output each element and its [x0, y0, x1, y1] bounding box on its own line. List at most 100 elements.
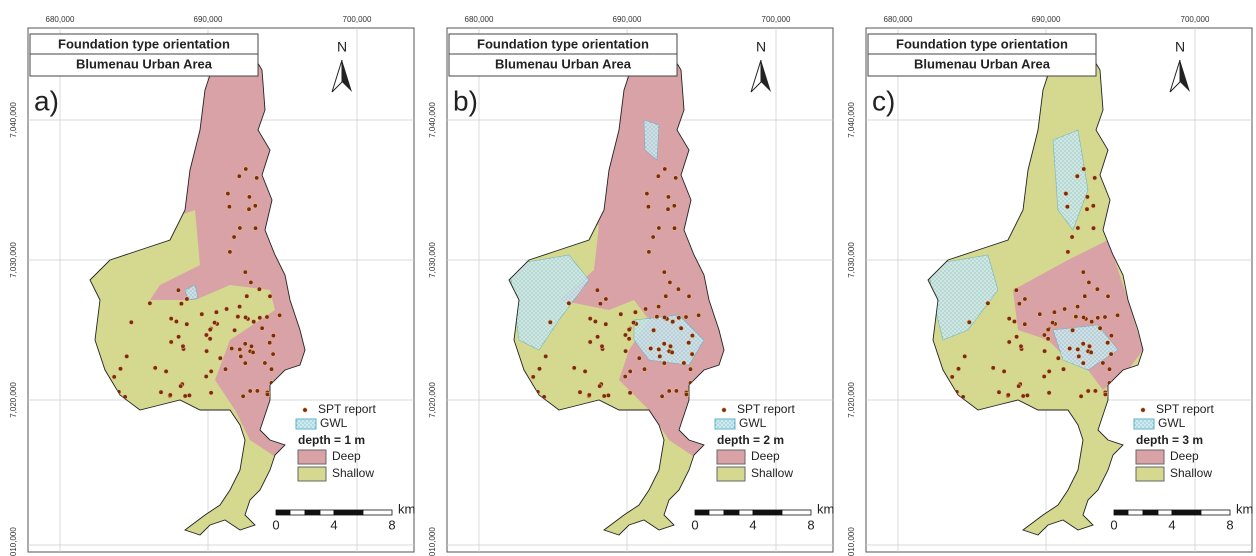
spt-point — [1016, 383, 1022, 389]
gwl-area — [633, 314, 705, 366]
spt-point — [223, 366, 229, 372]
spt-point — [1046, 390, 1052, 396]
spt-point — [1055, 355, 1061, 361]
spt-point — [1092, 388, 1098, 394]
x-coordinate: 700,000 — [1181, 15, 1210, 24]
spt-point — [1041, 332, 1047, 338]
spt-point — [111, 374, 117, 380]
spt-point — [648, 345, 654, 351]
spt-point — [547, 319, 553, 325]
legend-heading: depth = 3 m — [1136, 433, 1203, 447]
spt-point — [1062, 306, 1068, 312]
spt-point — [605, 392, 611, 398]
x-coordinate: 690,000 — [613, 15, 642, 24]
spt-point — [696, 312, 702, 318]
spt-point — [248, 279, 254, 285]
spt-point — [244, 293, 250, 299]
spt-point — [1081, 166, 1087, 172]
panel-label: b) — [453, 85, 478, 116]
legend-text: Shallow — [332, 466, 374, 480]
subtitle: Blumenau Urban Area — [495, 56, 632, 71]
north-arrow — [761, 60, 771, 92]
spt-point — [1089, 319, 1095, 325]
spt-point — [566, 300, 572, 306]
legend-text: SPT report — [1156, 402, 1214, 416]
spt-point — [1078, 393, 1084, 399]
spt-point — [203, 332, 209, 338]
spt-point — [662, 166, 668, 172]
y-coordinate: 7,010,000 — [9, 527, 18, 556]
spt-point — [670, 319, 676, 325]
spt-point — [226, 204, 232, 210]
spt-point — [686, 293, 692, 299]
spt-point — [595, 334, 601, 340]
spt-point — [1042, 348, 1048, 354]
spt-point — [543, 353, 549, 359]
spt-point — [1084, 206, 1090, 212]
spt-point — [636, 355, 642, 361]
spt-point — [1011, 318, 1017, 324]
spt-point — [1080, 269, 1086, 275]
map-panel: 680,000 690,000 700,000 7,040,000 7,030,000 7… — [9, 15, 415, 556]
spt-point — [243, 166, 249, 172]
spt-point — [167, 392, 173, 398]
spt-point — [669, 349, 675, 355]
spt-point — [623, 348, 629, 354]
spt-point — [277, 312, 283, 318]
spt-point — [208, 368, 214, 374]
spt-point — [124, 353, 130, 359]
spt-point — [168, 339, 174, 345]
spt-point — [659, 393, 665, 399]
legend-text: Shallow — [751, 466, 793, 480]
spt-point — [1108, 351, 1114, 357]
spt-point — [656, 346, 662, 352]
spt-point — [173, 318, 179, 324]
spt-point — [663, 293, 669, 299]
legend-text: Deep — [1170, 449, 1199, 463]
scale-segment — [708, 509, 725, 516]
north-arrow — [1169, 59, 1181, 93]
spt-point — [661, 360, 667, 366]
scale-segment — [781, 509, 812, 516]
spt-point — [587, 316, 593, 322]
legend-text: SPT report — [737, 402, 795, 416]
legend-deep — [297, 449, 327, 465]
spt-point — [1064, 204, 1070, 210]
spt-point — [603, 321, 609, 327]
legend-heading: depth = 1 m — [298, 433, 365, 447]
spt-point — [232, 327, 238, 333]
spt-point — [212, 320, 218, 326]
map-panel: 680,000 690,000 700,000 7,040,000 7,030,000 7… — [428, 15, 834, 556]
spt-point — [530, 374, 536, 380]
spt-point — [1105, 340, 1111, 346]
spt-point — [163, 368, 169, 374]
legend-spt — [1140, 407, 1146, 413]
spt-point — [180, 343, 186, 349]
spt-point — [1095, 315, 1101, 321]
legend-text: GWL — [739, 416, 767, 430]
spt-point — [1075, 304, 1081, 310]
title: Foundation type orientation — [477, 36, 649, 51]
spt-point — [225, 191, 231, 197]
title: Foundation type orientation — [896, 36, 1068, 51]
spt-point — [184, 296, 190, 302]
y-coordinate: 7,030,000 — [847, 242, 856, 278]
spt-point — [147, 300, 153, 306]
spt-point — [1001, 368, 1007, 374]
spt-point — [128, 319, 134, 325]
scale-label: 4 — [330, 517, 337, 532]
spt-point — [582, 368, 588, 374]
spt-point — [1085, 388, 1091, 394]
north-arrow — [331, 59, 343, 93]
spt-point — [250, 349, 256, 355]
x-coordinate: 680,000 — [884, 15, 913, 24]
north-label: N — [756, 39, 766, 55]
legend-gwl — [1133, 418, 1155, 430]
legend-text: GWL — [320, 416, 348, 430]
legend-heading: depth = 2 m — [717, 433, 784, 447]
spt-point — [1087, 343, 1093, 349]
scale-unit: km — [1236, 501, 1253, 516]
spt-point — [1005, 392, 1011, 398]
spt-point — [237, 304, 243, 310]
scale-segment — [694, 509, 710, 516]
